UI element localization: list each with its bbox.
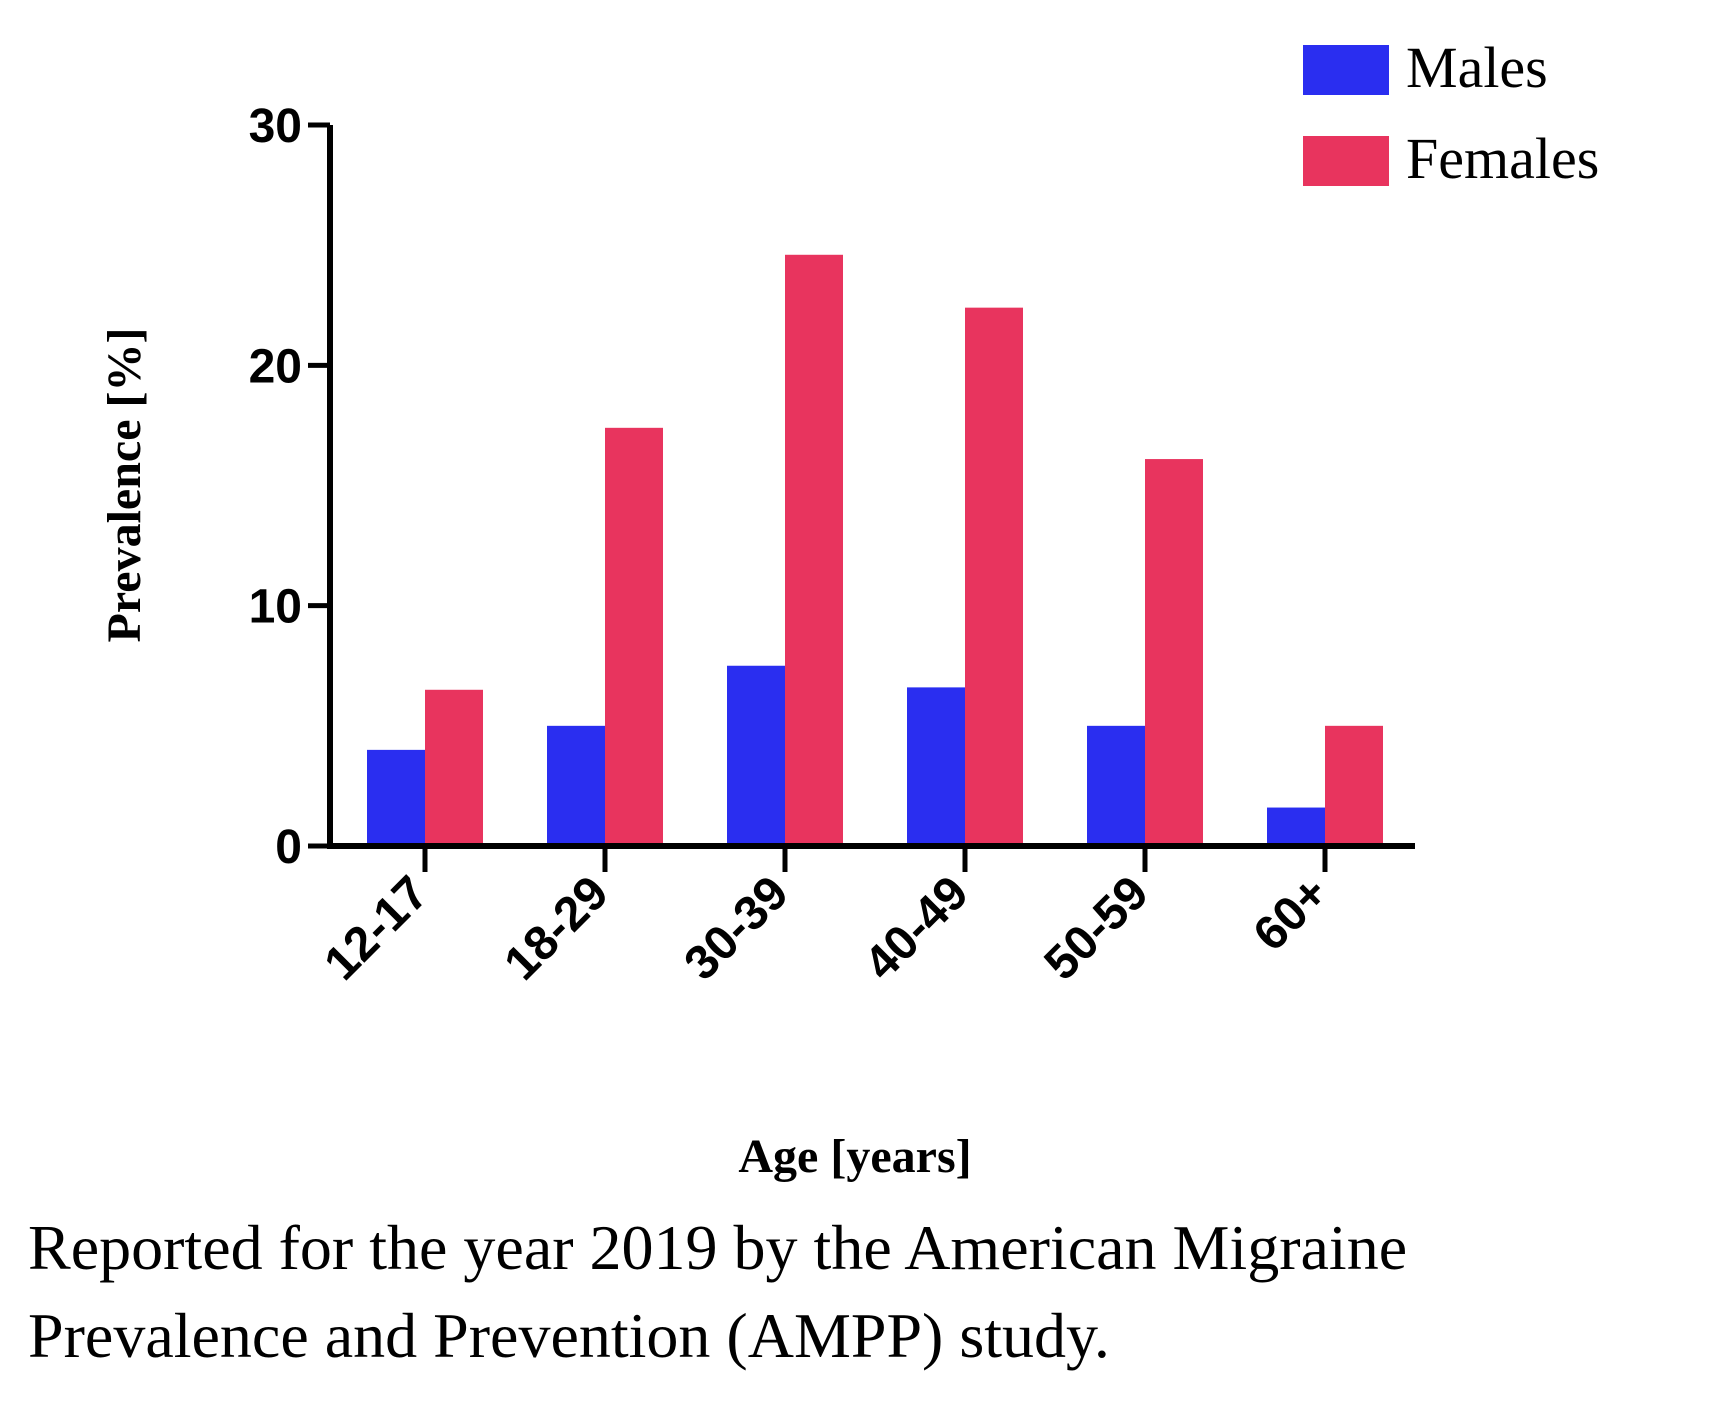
x-tick-label-50-59: 50-59 — [1034, 866, 1158, 990]
legend-swatch-females — [1303, 136, 1389, 186]
y-tick-label-10: 10 — [249, 581, 302, 634]
x-tick-label-60+: 60+ — [1244, 866, 1339, 961]
x-tick-label-18-29: 18-29 — [494, 866, 618, 990]
legend-swatch-males — [1303, 45, 1389, 95]
bar-chart: 0 10 20 30 12-17 18-29 30-39 40-49 50-59 60+ Male… — [98, 35, 1599, 1183]
bar-males-18-29 — [547, 725, 605, 846]
bars-group — [367, 254, 1383, 846]
y-tick-label-0: 0 — [275, 821, 302, 874]
y-axis-title: Prevalence [%] — [98, 328, 151, 643]
bar-males-30-39 — [727, 665, 785, 846]
bar-females-40-49 — [965, 307, 1023, 846]
legend: Males Females — [1303, 35, 1599, 191]
figure-caption: Reported for the year 2019 by the Americ… — [28, 1212, 1408, 1371]
legend-label-males: Males — [1406, 35, 1548, 100]
bar-males-40-49 — [907, 687, 965, 846]
bar-females-12-17 — [425, 689, 483, 846]
x-tick-label-12-17: 12-17 — [314, 866, 438, 990]
bar-females-60+ — [1325, 725, 1383, 846]
bar-females-50-59 — [1145, 459, 1203, 846]
legend-label-females: Females — [1406, 126, 1599, 191]
bar-males-60+ — [1267, 807, 1325, 846]
x-tick-label-30-39: 30-39 — [674, 866, 798, 990]
y-tick-label-20: 20 — [249, 340, 302, 393]
y-tick-label-30: 30 — [249, 100, 302, 153]
axes-group — [327, 125, 1415, 849]
bar-males-50-59 — [1087, 725, 1145, 846]
x-axis-title: Age [years] — [738, 1130, 971, 1183]
x-tick-label-40-49: 40-49 — [854, 866, 978, 990]
bar-males-12-17 — [367, 749, 425, 846]
bar-females-18-29 — [605, 427, 663, 846]
bar-females-30-39 — [785, 254, 843, 846]
